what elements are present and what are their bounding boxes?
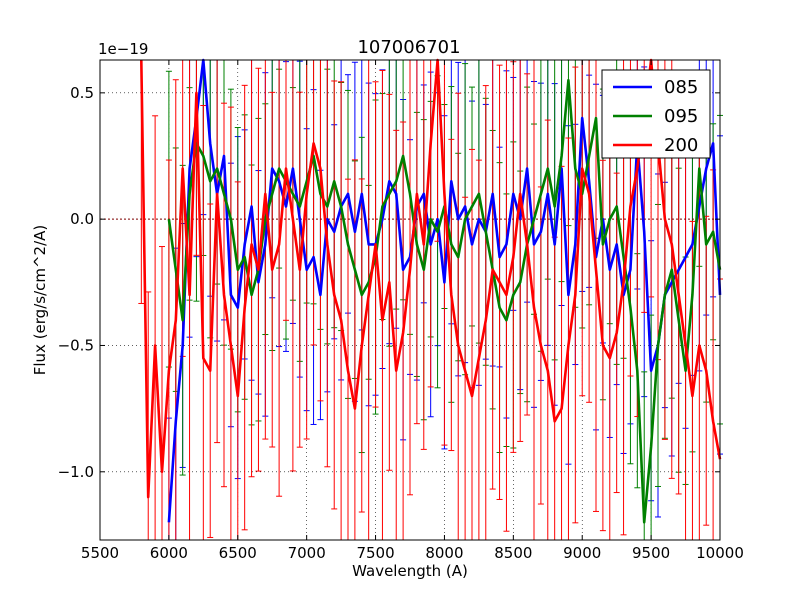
plot-frame (99, 59, 721, 541)
axis-ticks: 5500 6000 6500 7000 7500 8000 8500 9000 9500 1000… (58, 60, 744, 562)
series-line-200 (140, 58, 722, 499)
legend-label-095: 095 (664, 106, 698, 127)
y-tick-label: −0.5 (58, 336, 94, 354)
legend: 085 095 200 (601, 69, 711, 159)
series-lines (140, 58, 722, 524)
y-tick-label: −1.0 (58, 463, 94, 481)
x-tick-label: 8000 (425, 544, 463, 562)
y-tick-label: 0.5 (70, 84, 94, 102)
legend-label-085: 085 (664, 77, 698, 98)
x-tick-label: 7000 (288, 544, 326, 562)
x-tick-label: 6500 (219, 544, 257, 562)
x-tick-label: 9000 (563, 544, 601, 562)
offset-label: 1e−19 (98, 40, 148, 58)
x-tick-label: 9500 (632, 544, 670, 562)
chart-title: 107006701 (357, 37, 460, 58)
x-axis-label: Wavelength (A) (352, 562, 468, 580)
series-line-085 (167, 58, 722, 523)
legend-label-200: 200 (664, 135, 698, 156)
legend-box (601, 69, 711, 159)
x-tick-label: 8500 (494, 544, 532, 562)
x-tick-label: 6000 (150, 544, 188, 562)
y-axis-label: Flux (erg/s/cm^2/A) (31, 225, 49, 376)
x-tick-label: 5500 (81, 544, 119, 562)
x-tick-label: 10000 (696, 544, 744, 562)
y-tick-label: 0.0 (70, 210, 94, 228)
x-tick-label: 7500 (356, 544, 394, 562)
